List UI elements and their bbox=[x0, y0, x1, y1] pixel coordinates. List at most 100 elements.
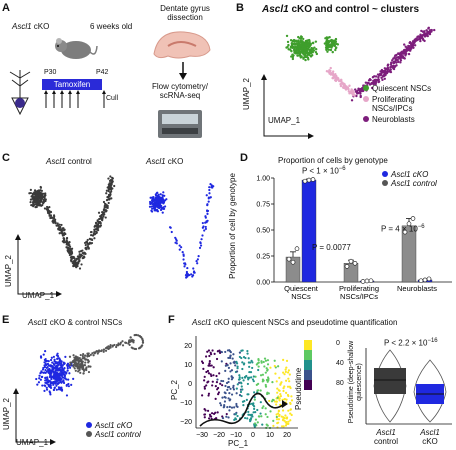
pca-point bbox=[284, 379, 288, 382]
pca-point bbox=[215, 381, 219, 384]
umap-point bbox=[103, 213, 106, 216]
pca-point bbox=[287, 394, 290, 398]
umap-point bbox=[43, 384, 46, 387]
panel-c-right-title-rest: cKO bbox=[165, 157, 184, 166]
umap-point bbox=[178, 248, 181, 251]
umap-point bbox=[409, 42, 413, 45]
pca-point bbox=[272, 419, 275, 422]
umap-point bbox=[115, 343, 119, 347]
pca-point bbox=[257, 368, 260, 372]
pca-y-tick: −10 bbox=[180, 400, 192, 407]
pca-point bbox=[278, 397, 281, 400]
umap-point bbox=[68, 372, 71, 375]
pca-point bbox=[234, 364, 237, 367]
umap-point bbox=[113, 343, 116, 347]
umap-point bbox=[428, 32, 432, 36]
umap-point bbox=[392, 60, 395, 64]
umap-point bbox=[49, 369, 52, 372]
umap-point bbox=[30, 203, 33, 207]
umap-point bbox=[156, 210, 160, 213]
pca-point bbox=[229, 398, 232, 401]
umap-point bbox=[82, 255, 86, 258]
replicate-point bbox=[290, 259, 296, 265]
umap-point bbox=[426, 30, 429, 34]
umap-point bbox=[156, 203, 159, 206]
umap-point bbox=[61, 229, 64, 232]
pca-point bbox=[235, 387, 238, 390]
pca-point bbox=[232, 386, 235, 389]
pca-point bbox=[220, 350, 223, 354]
umap-point bbox=[82, 353, 85, 356]
umap-point bbox=[299, 37, 303, 40]
umap-point bbox=[105, 199, 109, 202]
pca-point bbox=[230, 393, 234, 396]
pca-point bbox=[276, 422, 279, 425]
umap-point bbox=[289, 46, 293, 49]
umap-point bbox=[80, 263, 83, 266]
pca-point bbox=[226, 388, 229, 392]
umap-point bbox=[134, 347, 138, 351]
pca-point bbox=[275, 400, 278, 403]
umap-point bbox=[56, 376, 59, 379]
panel-d-ylabel: Proportion of cell by genotype bbox=[228, 173, 237, 279]
umap-point bbox=[84, 368, 87, 371]
umap-point bbox=[423, 39, 426, 43]
pca-point bbox=[222, 379, 225, 383]
legend-label-e-control: Ascl1 control bbox=[95, 430, 141, 439]
umap-point bbox=[419, 39, 422, 43]
pca-point bbox=[266, 380, 269, 383]
umap-point bbox=[52, 388, 56, 392]
pca-point bbox=[257, 415, 260, 418]
p-value-neuroblasts: P = 4 × 10−6 bbox=[381, 223, 425, 234]
umap-point bbox=[47, 368, 50, 371]
umap-point bbox=[301, 50, 305, 54]
umap-point bbox=[83, 251, 86, 254]
umap-point bbox=[54, 365, 57, 369]
pca-point bbox=[254, 418, 258, 421]
pca-point bbox=[228, 409, 231, 412]
pseudotime-trajectory bbox=[199, 392, 285, 427]
violin-x1-italic: Ascl1 bbox=[376, 428, 396, 437]
umap-point bbox=[416, 38, 419, 42]
pca-point bbox=[262, 379, 265, 382]
umap-point bbox=[53, 215, 56, 218]
pca-point bbox=[253, 407, 256, 410]
pca-point bbox=[235, 392, 238, 395]
umap-point bbox=[424, 32, 427, 35]
pca-point bbox=[267, 376, 270, 379]
pca-point bbox=[221, 396, 224, 399]
umap-point bbox=[325, 40, 328, 44]
pca-point bbox=[239, 390, 243, 394]
pca-point bbox=[223, 400, 227, 403]
umap-point bbox=[185, 272, 188, 275]
pca-point bbox=[284, 414, 287, 417]
pca-point bbox=[241, 376, 244, 379]
colorbar-segment bbox=[304, 380, 312, 390]
pca-point bbox=[289, 408, 292, 411]
umap-point bbox=[162, 191, 165, 194]
umap-point bbox=[73, 356, 76, 359]
umap-point bbox=[153, 208, 156, 211]
umap-point bbox=[149, 196, 152, 199]
umap-point bbox=[309, 50, 312, 54]
umap-point bbox=[386, 67, 389, 70]
pca-point bbox=[238, 378, 241, 381]
pca-point bbox=[284, 368, 287, 371]
umap-point bbox=[297, 35, 300, 39]
pca-point bbox=[245, 374, 248, 378]
umap-point bbox=[78, 253, 81, 256]
umap-point bbox=[89, 242, 93, 245]
umap-point bbox=[390, 61, 393, 64]
pca-point bbox=[242, 404, 245, 407]
umap-point bbox=[51, 361, 54, 364]
umap-point bbox=[359, 92, 362, 95]
umap-point bbox=[69, 361, 72, 364]
umap-point bbox=[78, 363, 82, 366]
umap-point bbox=[110, 181, 113, 184]
replicate-point bbox=[352, 260, 358, 266]
umap-point bbox=[150, 199, 154, 202]
pca-point bbox=[253, 396, 256, 399]
umap-point bbox=[300, 55, 303, 58]
pca-point bbox=[252, 375, 255, 378]
pca-point bbox=[275, 418, 279, 421]
